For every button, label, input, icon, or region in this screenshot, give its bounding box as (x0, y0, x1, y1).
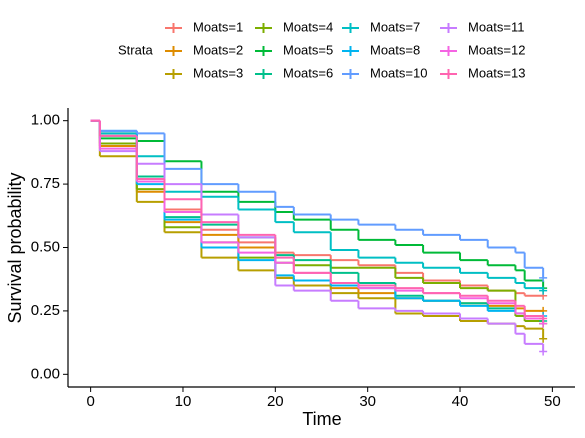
legend-title: Strata (118, 42, 153, 57)
legend-key (165, 46, 182, 56)
legend-key (342, 69, 359, 79)
censor-mark (539, 347, 548, 356)
legend-key (255, 69, 272, 79)
y-axis-title: Survival probability (5, 172, 25, 323)
y-tick-label: 0.75 (31, 175, 60, 192)
censor-mark (539, 286, 548, 295)
legend-label: Moats=3 (193, 65, 243, 80)
y-tick-label: 0.25 (31, 302, 60, 319)
censor-mark (539, 334, 548, 343)
legend-key (255, 46, 272, 56)
legend-label: Moats=8 (370, 42, 420, 57)
x-tick-label: 20 (267, 393, 284, 410)
legend-label: Moats=12 (468, 42, 525, 57)
x-tick-label: 0 (86, 393, 94, 410)
legend-key (342, 23, 359, 33)
legend-label: Moats=5 (283, 42, 333, 57)
legend-label: Moats=6 (283, 65, 333, 80)
legend-label: Moats=10 (370, 65, 427, 80)
legend-key (255, 23, 272, 33)
legend-label: Moats=4 (283, 19, 333, 34)
censor-mark (539, 314, 548, 323)
x-tick-label: 40 (452, 393, 469, 410)
legend-key (165, 69, 182, 79)
y-tick-label: 0.50 (31, 238, 60, 255)
y-tick-label: 1.00 (31, 112, 60, 129)
x-tick-label: 10 (175, 393, 192, 410)
legend-key (440, 69, 457, 79)
legend-key (440, 23, 457, 33)
legend-label: Moats=13 (468, 65, 525, 80)
legend-key (165, 23, 182, 33)
censor-mark (539, 273, 548, 282)
x-tick-label: 30 (359, 393, 376, 410)
x-axis-title: Time (302, 409, 341, 429)
y-tick-label: 0.00 (31, 365, 60, 382)
x-tick-label: 50 (544, 393, 561, 410)
legend-key (440, 46, 457, 56)
legend-label: Moats=2 (193, 42, 243, 57)
legend-label: Moats=11 (468, 19, 525, 34)
legend-label: Moats=7 (370, 19, 420, 34)
legend-key (342, 46, 359, 56)
legend-label: Moats=1 (193, 19, 243, 34)
